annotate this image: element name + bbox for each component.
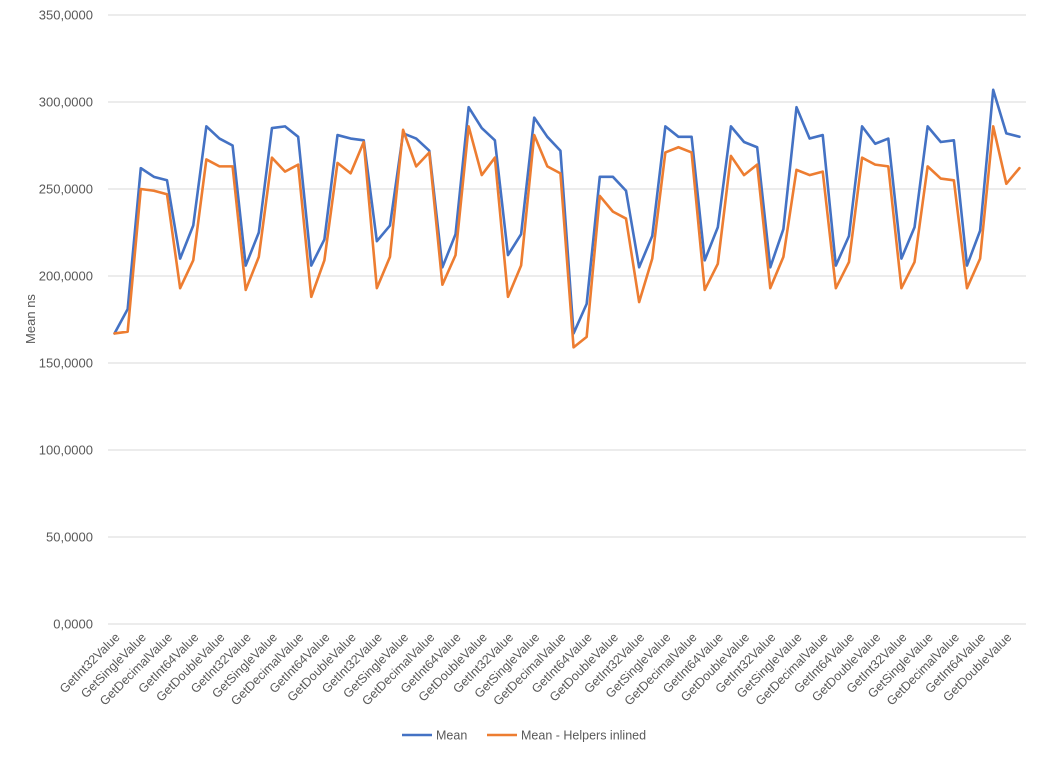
y-tick-label: 100,0000 bbox=[39, 443, 93, 458]
y-tick-label: 50,0000 bbox=[46, 530, 93, 545]
y-tick-label: 350,0000 bbox=[39, 8, 93, 23]
series-line-1 bbox=[113, 125, 1021, 349]
y-tick-label: 250,0000 bbox=[39, 182, 93, 197]
y-tick-label: 300,0000 bbox=[39, 95, 93, 110]
y-axis-title: Mean ns bbox=[23, 294, 38, 344]
y-tick-label: 0,0000 bbox=[53, 617, 93, 632]
y-tick-label: 150,0000 bbox=[39, 356, 93, 371]
series-lines bbox=[113, 88, 1021, 349]
series-line-0 bbox=[113, 88, 1021, 335]
y-axis-ticks: 0,0000 50,0000 100,0000 150,0000 200,0000 250… bbox=[39, 8, 93, 632]
y-tick-label: 200,0000 bbox=[39, 269, 93, 284]
x-axis-ticks: GetInt32ValueGetSingleValueGetDecimalVal… bbox=[57, 630, 1015, 708]
legend: Mean Mean - Helpers inlined bbox=[402, 729, 646, 743]
legend-label: Mean bbox=[436, 729, 467, 743]
gridlines bbox=[108, 14, 1026, 625]
legend-label: Mean - Helpers inlined bbox=[521, 729, 646, 743]
